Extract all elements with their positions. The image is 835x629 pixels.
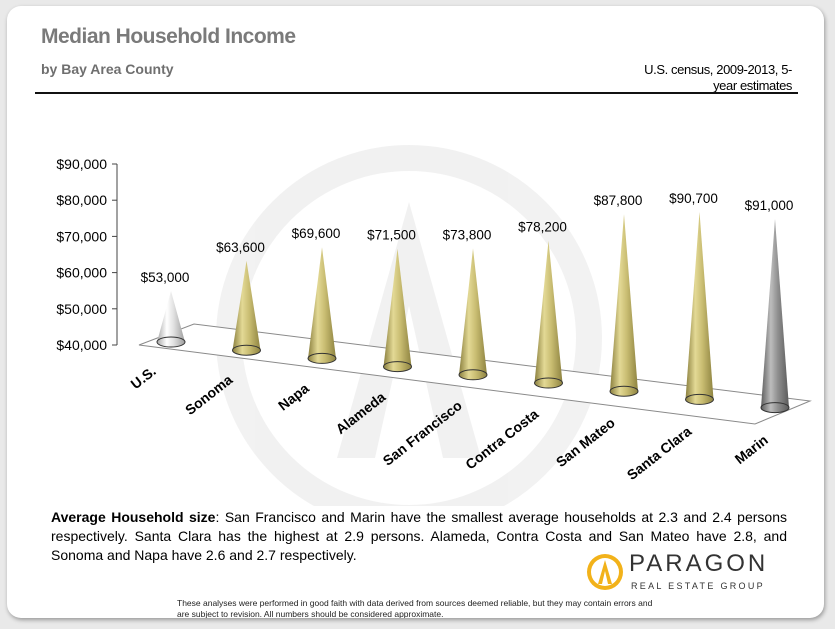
disclaimer: These analyses were performed in good fa… xyxy=(177,598,653,618)
cone-alameda xyxy=(383,248,412,373)
logo-wordmark: PARAGON xyxy=(629,550,769,577)
cone-base-rim xyxy=(232,344,261,356)
y-tick-label: $90,000 xyxy=(56,156,107,172)
cone-san-francisco xyxy=(458,248,488,381)
data-label: $71,500 xyxy=(367,228,416,243)
income-cone-chart: $40,000 $50,000 $60,000 $70,000 $80,000 $90,0… xyxy=(56,145,812,506)
page-subtitle: by Bay Area County xyxy=(41,61,174,77)
y-tick-label: $50,000 xyxy=(56,301,107,317)
cone-sonoma xyxy=(232,260,261,356)
x-tick-label: U.S. xyxy=(128,363,159,392)
cone-series: $53,000 $63,600 $69,600 $71,500 $73,800 $78,2… xyxy=(141,191,794,414)
x-tick-label: Santa Clara xyxy=(624,423,695,483)
data-label: $90,700 xyxy=(669,191,718,206)
cone-base-rim xyxy=(156,336,186,348)
x-tick-label: Napa xyxy=(275,380,312,414)
x-tick-label: Marin xyxy=(732,432,771,468)
data-label: $87,800 xyxy=(594,193,643,208)
data-label: $69,600 xyxy=(292,226,341,241)
y-tick-label: $60,000 xyxy=(56,265,107,281)
cone-base-rim xyxy=(534,377,563,389)
logo-tagline: REAL ESTATE GROUP xyxy=(631,581,765,591)
source-note: U.S. census, 2009-2013, 5-year estimates xyxy=(644,62,792,93)
cone-napa xyxy=(307,247,337,364)
cone-san-mateo xyxy=(609,214,639,397)
data-label: $63,600 xyxy=(216,240,265,255)
watermark-logo xyxy=(216,145,602,506)
note-body: : San Francisco and Marin have the small… xyxy=(51,509,787,563)
cone-santa-clara xyxy=(685,211,714,405)
note-heading: Average Household size xyxy=(51,509,216,525)
y-axis-ticks: $40,000 $50,000 $60,000 $70,000 $80,000 $90,0… xyxy=(56,156,117,353)
cone-u-s xyxy=(156,290,186,348)
household-size-note: Average Household size: San Francisco an… xyxy=(51,508,787,565)
cone-contra-costa xyxy=(534,240,563,389)
data-label: $91,000 xyxy=(745,198,794,213)
slide-card: Median Household Income by Bay Area Coun… xyxy=(7,6,824,618)
cone-base-rim xyxy=(307,352,337,364)
data-label: $53,000 xyxy=(141,270,190,285)
paragon-emblem-icon xyxy=(587,554,623,590)
data-label: $73,800 xyxy=(443,227,492,242)
y-tick-label: $40,000 xyxy=(56,337,107,353)
paragon-logo: PARAGON REAL ESTATE GROUP xyxy=(585,548,790,600)
cone-marin xyxy=(760,218,790,414)
cone-base-rim xyxy=(458,369,488,381)
cone-base-rim xyxy=(383,361,412,373)
y-tick-label: $80,000 xyxy=(56,192,107,208)
y-tick-label: $70,000 xyxy=(56,228,107,244)
page-title: Median Household Income xyxy=(41,25,296,48)
header-divider xyxy=(35,92,798,94)
cone-base-rim xyxy=(685,393,714,405)
data-label: $78,200 xyxy=(518,220,567,235)
cone-base-rim xyxy=(760,402,790,414)
cone-base-rim xyxy=(609,385,639,397)
